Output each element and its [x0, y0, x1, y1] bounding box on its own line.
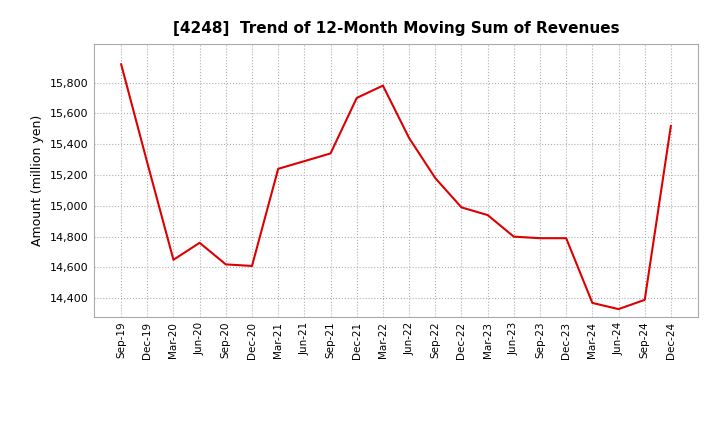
Y-axis label: Amount (million yen): Amount (million yen)	[32, 115, 45, 246]
Title: [4248]  Trend of 12-Month Moving Sum of Revenues: [4248] Trend of 12-Month Moving Sum of R…	[173, 21, 619, 36]
